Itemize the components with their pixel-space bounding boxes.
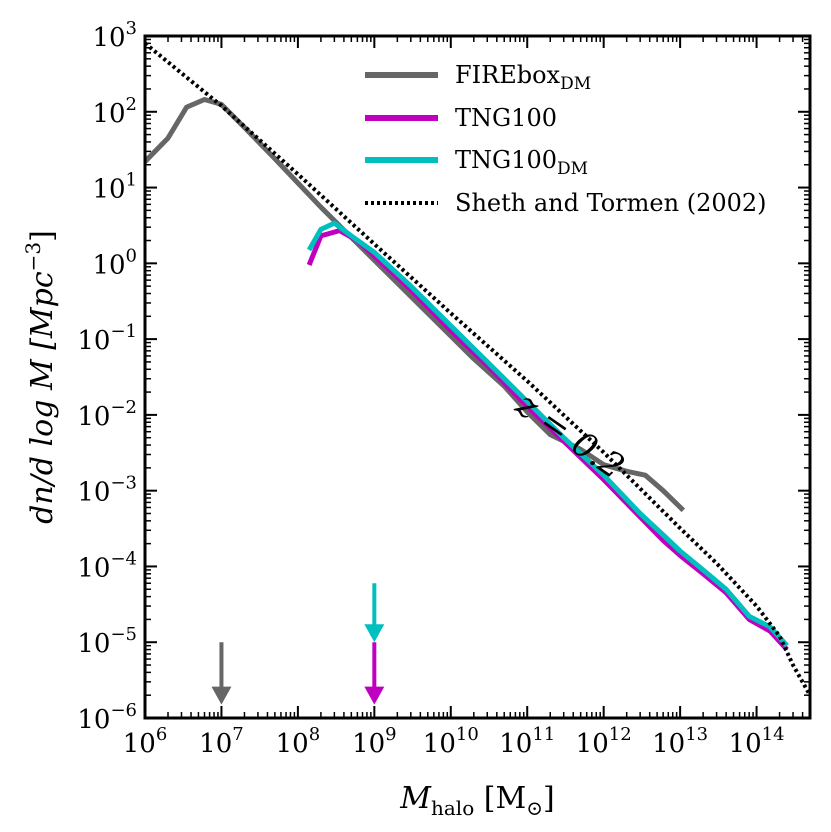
y-tick-label: 10−6 (77, 700, 137, 735)
x-tick-label: 1014 (729, 724, 785, 759)
tng100dm-resolution-arrow (364, 583, 385, 643)
legend-label: Sheth and Tormen (2002) (455, 189, 767, 217)
plot-frame (143, 34, 812, 720)
x-axis-label: Mhalo [M⊙] (399, 781, 554, 820)
y-tick-label: 10−5 (77, 624, 137, 659)
legend: FIREboxDM TNG100 TNG100DM Sheth and Tormen … (365, 61, 767, 217)
x-tick-label: 107 (199, 724, 244, 759)
y-tick-label: 10−3 (77, 473, 137, 508)
legend-label: TNG100DM (455, 146, 588, 179)
x-tick-label: 1012 (576, 724, 632, 759)
tng100-resolution-arrow (364, 642, 385, 705)
legend-label: TNG100 (455, 104, 557, 132)
series-line-3 (145, 41, 810, 697)
legend-entry-0: FIREboxDM (365, 61, 591, 94)
y-tick-label: 101 (92, 170, 137, 205)
x-tick-label: 106 (123, 724, 168, 759)
y-tick-label: 10−4 (77, 548, 137, 583)
y-axis-label: dn/d log M [Mpc−3] (21, 230, 60, 524)
legend-label: FIREboxDM (455, 61, 591, 94)
x-tick-label: 109 (352, 724, 397, 759)
y-tick-label: 10−2 (77, 397, 137, 432)
series-line-2 (306, 220, 789, 648)
x-tick-label: 1010 (423, 724, 479, 759)
legend-entry-1: TNG100 (365, 104, 557, 132)
y-tick-label: 103 (92, 18, 137, 53)
legend-entry-3: Sheth and Tormen (2002) (365, 189, 767, 217)
x-tick-label: 1011 (499, 724, 555, 759)
y-tick-label: 100 (92, 245, 137, 280)
series-line-0 (145, 97, 686, 513)
legend-entry-2: TNG100DM (365, 146, 588, 179)
y-tick-label: 10−1 (77, 321, 137, 356)
x-tick-label: 108 (276, 724, 321, 759)
x-tick-label: 1013 (652, 724, 708, 759)
y-tick-label: 102 (92, 94, 137, 129)
firebox-resolution-arrow (211, 642, 232, 705)
redshift-annotation: z = 0.2 (508, 384, 632, 487)
